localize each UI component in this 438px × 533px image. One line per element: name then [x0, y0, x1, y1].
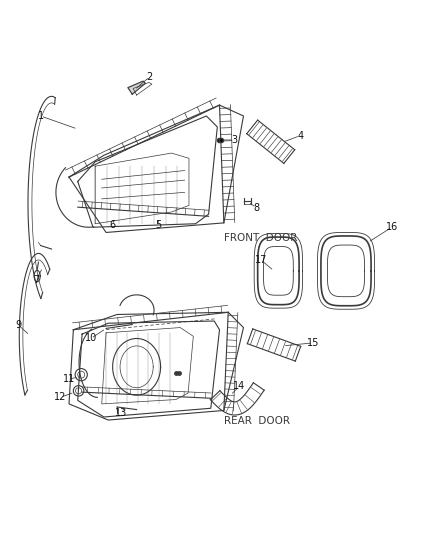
- Text: 11: 11: [63, 374, 75, 384]
- Text: 5: 5: [155, 220, 161, 230]
- Text: 16: 16: [385, 222, 397, 232]
- Text: 4: 4: [297, 131, 303, 141]
- Text: 8: 8: [253, 203, 259, 213]
- Polygon shape: [127, 81, 145, 94]
- Text: 1: 1: [38, 111, 44, 121]
- Text: 10: 10: [85, 334, 97, 343]
- Text: 14: 14: [233, 382, 245, 391]
- Text: 9: 9: [16, 320, 22, 330]
- Text: 7: 7: [33, 274, 39, 285]
- Text: FRONT  DOOR: FRONT DOOR: [223, 233, 297, 243]
- Text: REAR  DOOR: REAR DOOR: [223, 416, 289, 426]
- Text: 12: 12: [54, 392, 66, 402]
- Text: 2: 2: [146, 72, 152, 82]
- Text: 15: 15: [307, 338, 319, 348]
- Text: 6: 6: [110, 220, 116, 230]
- Text: 17: 17: [254, 255, 266, 265]
- Text: 13: 13: [115, 408, 127, 418]
- Text: 3: 3: [231, 135, 237, 145]
